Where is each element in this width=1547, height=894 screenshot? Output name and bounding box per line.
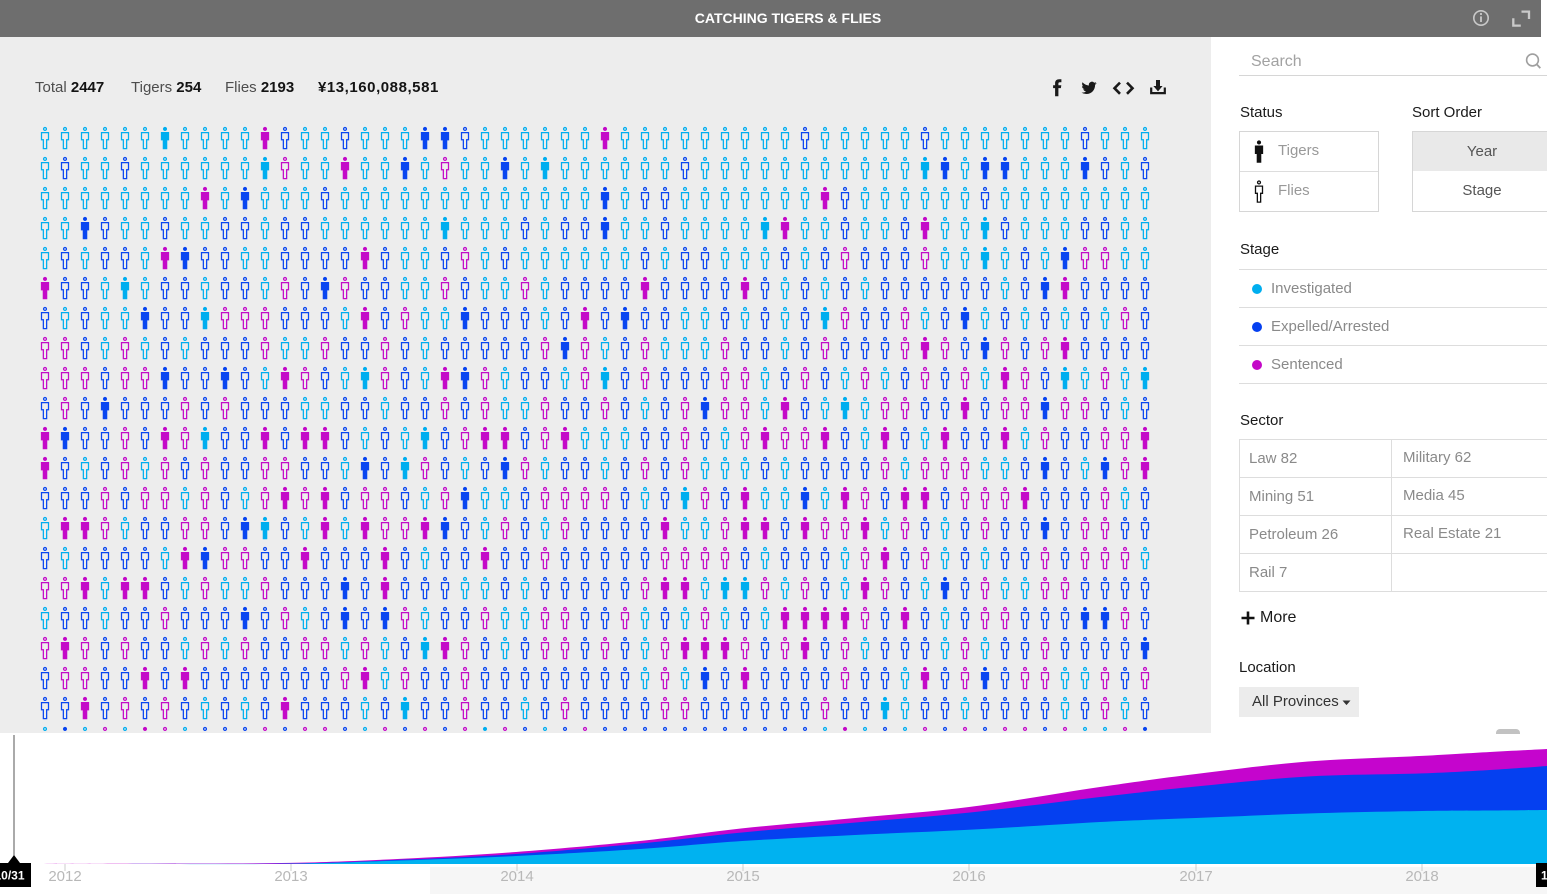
svg-text:2014: 2014: [500, 868, 533, 885]
svg-text:10/31: 10/31: [0, 869, 25, 883]
svg-text:2013: 2013: [274, 868, 307, 885]
svg-text:12/31: 12/31: [1541, 869, 1547, 883]
svg-text:2015: 2015: [726, 868, 759, 885]
svg-text:2018: 2018: [1405, 868, 1438, 885]
svg-text:2012: 2012: [48, 868, 81, 885]
svg-text:2016: 2016: [952, 868, 985, 885]
svg-text:2017: 2017: [1179, 868, 1212, 885]
